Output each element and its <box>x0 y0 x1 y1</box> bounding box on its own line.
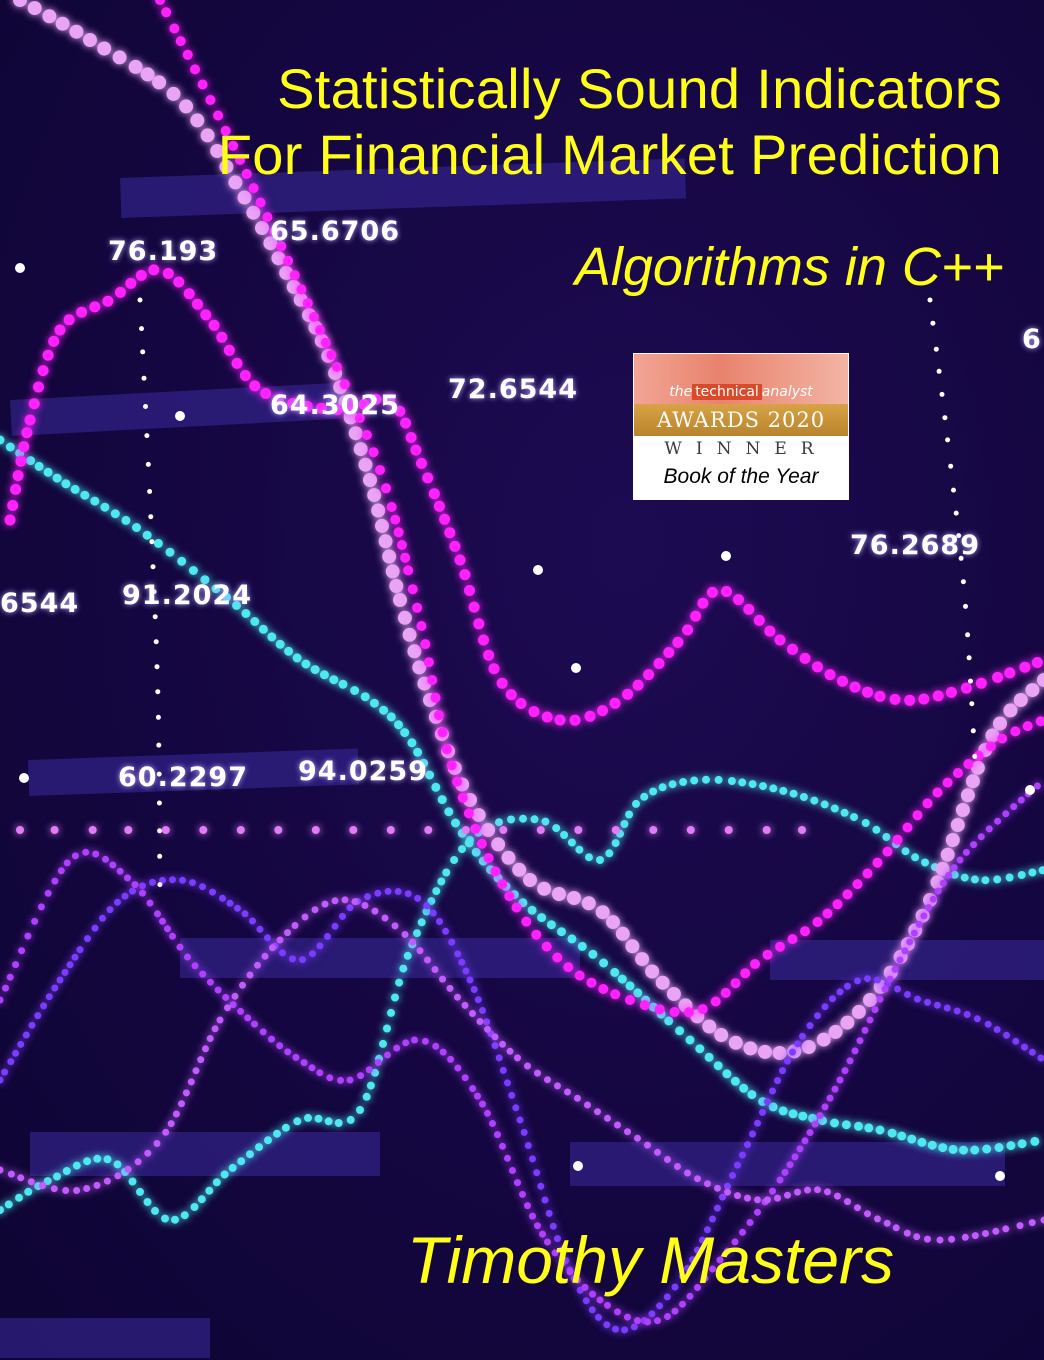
scattered-dots <box>15 263 1035 1181</box>
award-badge: the technical analyst AWARDS 2020 WINNER B… <box>634 354 848 499</box>
dotted-series <box>16 826 806 834</box>
book-title: Statistically Sound Indicators For Finan… <box>218 56 1002 188</box>
brand-highlight: technical <box>692 384 762 400</box>
background-bars <box>0 158 1044 1358</box>
number-label: 65.6706 <box>270 216 400 247</box>
number-label: 60.2297 <box>118 762 248 793</box>
accent-dot <box>573 1161 583 1171</box>
number-label: 72.6544 <box>448 374 578 405</box>
accent-dot <box>175 411 185 421</box>
background-bar <box>10 382 342 436</box>
background-bar <box>28 748 360 796</box>
title-line-2: For Financial Market Prediction <box>217 123 1002 186</box>
number-label: 76.2689 <box>850 530 980 561</box>
dotted-series <box>155 0 1044 1018</box>
accent-dot <box>721 551 731 561</box>
dotted-series <box>0 435 1040 1155</box>
background-bar <box>180 938 580 978</box>
dotted-series <box>927 297 978 759</box>
accent-dot <box>533 565 543 575</box>
dotted-series <box>0 896 1044 1244</box>
badge-winner: WINNER <box>634 436 848 462</box>
number-label: 6 <box>1022 324 1042 355</box>
accent-dot <box>1025 785 1035 795</box>
background-bar <box>30 1132 380 1176</box>
number-label: 91.2024 <box>122 580 252 611</box>
title-line-1: Statistically Sound Indicators <box>277 57 1002 120</box>
dotted-series <box>0 775 1044 1224</box>
accent-dot <box>995 1171 1005 1181</box>
dotted-series <box>4 264 1043 726</box>
accent-dot <box>19 773 29 783</box>
number-label: 76.193 <box>108 236 219 267</box>
background-bar <box>0 1318 210 1358</box>
accent-dot <box>571 663 581 673</box>
accent-dot <box>15 263 25 273</box>
brand-prefix: the <box>669 384 693 400</box>
dotted-series <box>0 782 1041 1326</box>
book-subtitle: Algorithms in C++ <box>574 237 1004 297</box>
dotted-series <box>137 297 163 888</box>
badge-brand: the technical analyst <box>634 354 848 404</box>
badge-awards: AWARDS 2020 <box>634 404 848 436</box>
book-author: Timothy Masters <box>406 1223 894 1297</box>
brand-suffix: analyst <box>761 384 813 400</box>
badge-category: Book of the Year <box>634 462 848 499</box>
number-label: 94.0259 <box>298 756 428 787</box>
number-label: 64.3025 <box>270 390 400 421</box>
number-label: 6544 <box>0 588 80 619</box>
